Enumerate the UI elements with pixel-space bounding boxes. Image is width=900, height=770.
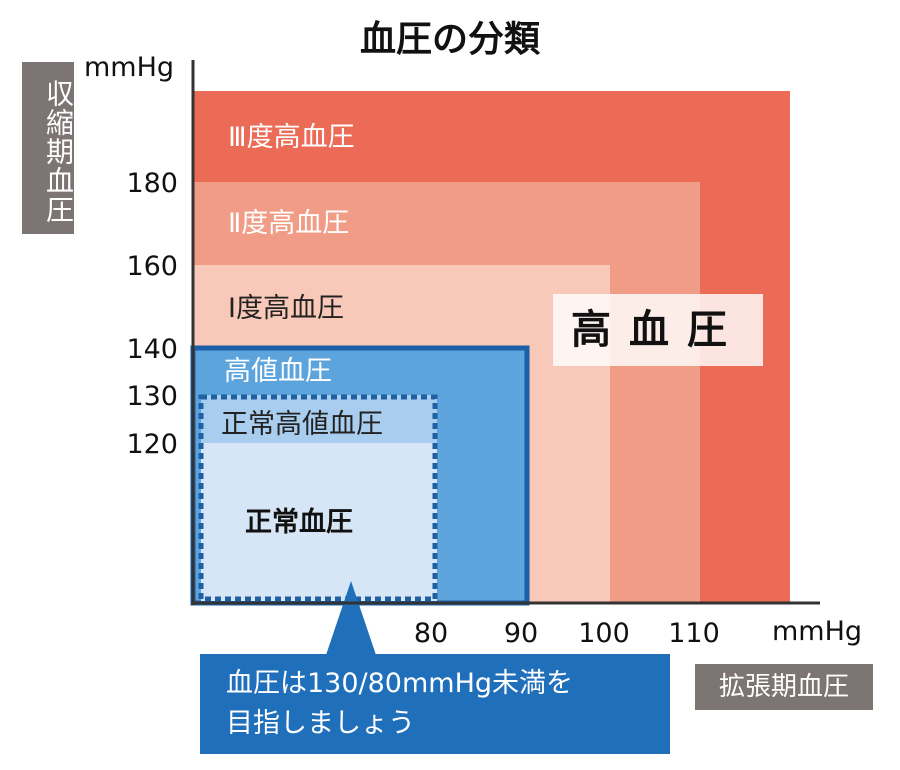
y-tick-label: 140 xyxy=(126,334,178,365)
callout-line-1: 血圧は130/80mmHg未満を xyxy=(226,668,574,699)
y-tick-label: 180 xyxy=(126,168,178,199)
target-region-border xyxy=(198,394,438,602)
zone-label: 正常高値血圧 xyxy=(221,409,383,440)
callout-box: 血圧は130/80mmHg未満を 目指しましょう xyxy=(200,654,670,754)
x-tick-label: 80 xyxy=(414,618,448,649)
hypertension-group-label: 高血圧 xyxy=(553,294,763,366)
y-tick-label: 130 xyxy=(126,381,178,412)
ticks-layer: 120 130 140 160 180 80 90 100 110 xyxy=(126,168,719,649)
callout-pointer xyxy=(326,581,376,655)
zone-label: 正常血圧 xyxy=(245,507,353,538)
y-tick-label: 160 xyxy=(126,251,178,282)
x-axis-unit: mmHg xyxy=(772,616,863,647)
x-tick-label: 100 xyxy=(578,618,630,649)
x-tick-label: 110 xyxy=(668,618,720,649)
y-axis-unit: mmHg xyxy=(84,52,175,83)
zones-layer xyxy=(190,91,790,655)
zone-label: 高値血圧 xyxy=(224,356,332,387)
zone-label: Ⅲ度高血圧 xyxy=(228,122,355,153)
zone-normal-bp xyxy=(201,443,437,601)
x-axis-label: 拡張期血圧 xyxy=(695,664,873,710)
x-tick-label: 90 xyxy=(504,618,538,649)
chart-title: 血圧の分類 xyxy=(359,19,540,60)
zone-label: Ⅰ度高血圧 xyxy=(228,293,344,324)
callout-line-2: 目指しましょう xyxy=(226,708,415,739)
y-tick-label: 120 xyxy=(126,429,178,460)
y-axis-label: 収縮期血圧 xyxy=(22,62,75,234)
axes-layer xyxy=(191,60,820,605)
zone-label: Ⅱ度高血圧 xyxy=(228,208,349,239)
